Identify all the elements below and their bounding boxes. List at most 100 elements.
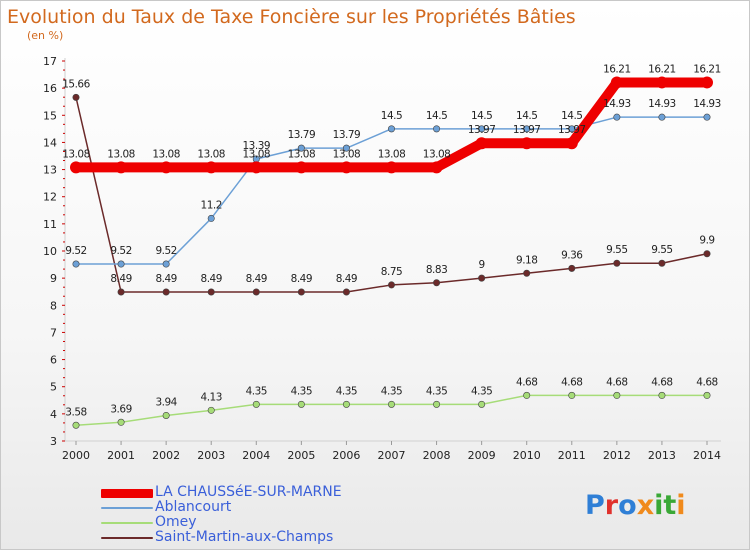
- data-label: 9.55: [606, 244, 627, 256]
- data-point-2: [433, 400, 441, 408]
- x-tick-label: 2003: [197, 449, 225, 462]
- data-label: 16.21: [693, 63, 721, 75]
- data-label: 13.08: [243, 148, 271, 160]
- data-point-1: [387, 125, 395, 133]
- x-tick-label: 2011: [558, 449, 586, 462]
- y-tick-label: 4: [50, 408, 57, 421]
- data-label: 8.83: [426, 264, 447, 276]
- data-label: 4.13: [201, 391, 222, 403]
- x-tick-label: 2000: [62, 449, 90, 462]
- legend-swatch: [101, 488, 153, 498]
- logo-letter: t: [663, 490, 677, 521]
- data-point-3: [207, 288, 215, 296]
- data-point-3: [703, 250, 711, 258]
- y-tick-label: 15: [43, 109, 57, 122]
- data-label: 14.5: [381, 110, 402, 122]
- logo-letter: P: [585, 490, 605, 521]
- data-label: 14.93: [648, 98, 676, 110]
- data-point-0: [385, 161, 398, 174]
- x-tick-label: 2014: [693, 449, 721, 462]
- y-tick-label: 16: [43, 82, 57, 95]
- data-label: 13.08: [423, 148, 451, 160]
- data-label: 9.9: [699, 235, 714, 247]
- data-label: 9.18: [516, 254, 537, 266]
- data-point-0: [205, 161, 218, 174]
- y-tick-label: 11: [43, 218, 57, 231]
- data-label: 8.49: [110, 273, 131, 285]
- logo-letter: i: [654, 490, 664, 521]
- x-tick-label: 2004: [242, 449, 270, 462]
- data-label: 9.55: [651, 244, 672, 256]
- data-point-3: [613, 259, 621, 267]
- x-tick-label: 2001: [107, 449, 135, 462]
- y-tick-label: 5: [50, 381, 57, 394]
- data-point-1: [568, 125, 576, 133]
- data-point-0: [701, 76, 713, 89]
- data-label: 16.21: [603, 63, 631, 75]
- y-tick-label: 17: [43, 55, 57, 68]
- chart-title: Evolution du Taux de Taxe Foncière sur l…: [7, 6, 576, 28]
- data-label: 9.52: [155, 245, 176, 257]
- data-point-1: [72, 260, 80, 268]
- data-point-2: [252, 400, 260, 408]
- logo-letter: r: [604, 490, 619, 521]
- data-point-3: [387, 281, 395, 289]
- data-label: 9.36: [561, 249, 583, 261]
- data-label: 8.75: [381, 266, 402, 278]
- data-point-0: [160, 161, 173, 174]
- data-label: 15.66: [62, 78, 90, 90]
- data-label: 13.97: [468, 124, 496, 136]
- data-point-3: [478, 274, 486, 282]
- data-point-3: [568, 264, 576, 272]
- data-point-0: [250, 161, 263, 174]
- y-tick-label: 6: [50, 354, 57, 367]
- unit-label: (en %): [27, 29, 64, 42]
- legend-swatch: [101, 522, 153, 524]
- y-tick-label: 7: [50, 326, 57, 339]
- data-label: 4.35: [471, 385, 492, 397]
- data-label: 4.35: [426, 385, 447, 397]
- data-label: 16.21: [648, 63, 676, 75]
- logo-letter: i: [676, 490, 686, 521]
- x-tick-label: 2013: [648, 449, 676, 462]
- data-point-2: [658, 391, 666, 399]
- data-point-2: [568, 391, 576, 399]
- x-tick-label: 2005: [287, 449, 315, 462]
- data-point-0: [475, 137, 488, 150]
- data-label: 8.49: [336, 273, 357, 285]
- data-label: 8.49: [291, 273, 312, 285]
- data-point-3: [117, 288, 125, 296]
- data-label: 8.49: [246, 273, 267, 285]
- data-point-2: [478, 400, 486, 408]
- data-label: 4.68: [606, 376, 627, 388]
- data-point-2: [207, 406, 215, 414]
- y-tick-label: 12: [43, 191, 57, 204]
- data-label: 4.35: [246, 385, 267, 397]
- legend-label: Saint-Martin-aux-Champs: [155, 529, 334, 545]
- data-point-2: [613, 391, 621, 399]
- data-point-0: [655, 76, 668, 89]
- data-point-1: [117, 260, 125, 268]
- data-label: 14.5: [561, 110, 582, 122]
- data-point-1: [478, 125, 486, 133]
- data-label: 8.49: [155, 273, 176, 285]
- y-tick-label: 10: [43, 245, 57, 258]
- data-label: 9.52: [110, 245, 131, 257]
- data-point-3: [433, 279, 441, 287]
- series-line-1: [75, 116, 708, 265]
- data-point-2: [703, 391, 711, 399]
- data-point-1: [523, 125, 531, 133]
- x-tick-label: 2006: [332, 449, 360, 462]
- data-label: 13.39: [243, 140, 271, 152]
- x-tick-label: 2002: [152, 449, 180, 462]
- data-point-1: [162, 260, 170, 268]
- data-point-0: [520, 137, 533, 150]
- data-label: 14.5: [516, 110, 537, 122]
- data-point-3: [252, 288, 260, 296]
- data-point-1: [658, 113, 666, 121]
- data-label: 4.35: [336, 385, 357, 397]
- data-label: 13.08: [288, 148, 316, 160]
- data-label: 14.5: [426, 110, 447, 122]
- data-point-1: [613, 113, 621, 121]
